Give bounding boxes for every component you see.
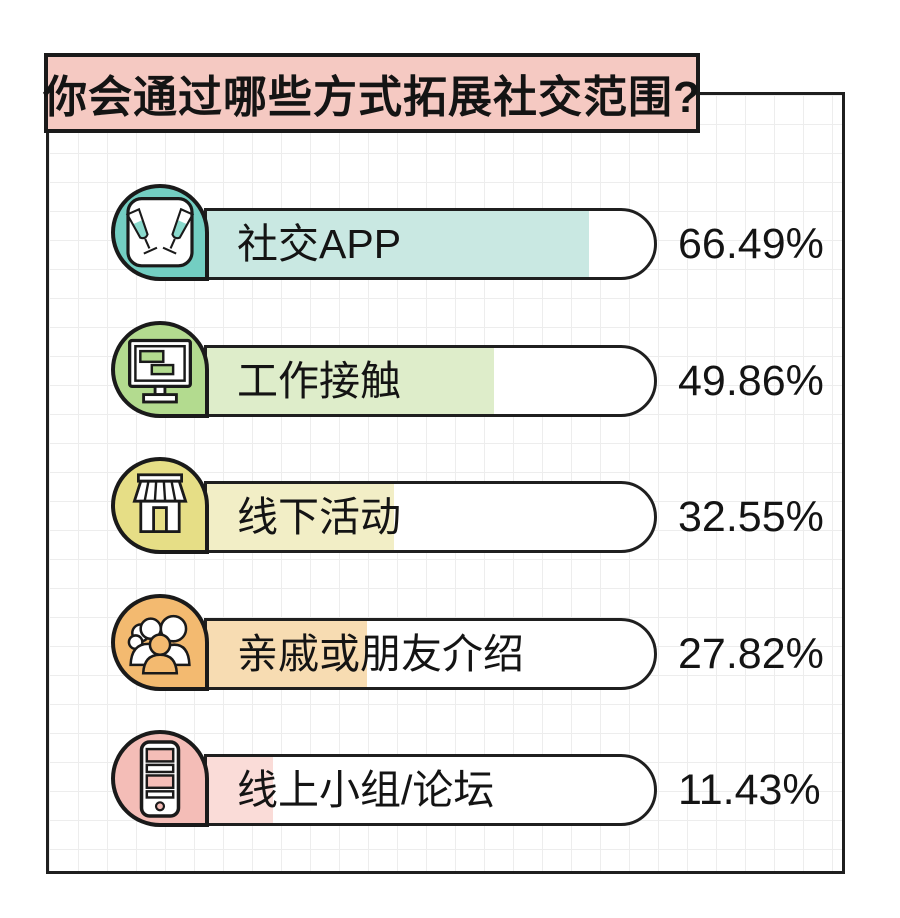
- category-badge: [111, 184, 209, 281]
- bar-fill: [207, 484, 394, 550]
- bar-row: 社交APP 66.49%: [111, 184, 831, 281]
- champagne-glasses-icon: [125, 196, 195, 267]
- bar-value: 11.43%: [678, 766, 821, 814]
- bar-label: 亲戚或朋友介绍: [237, 631, 524, 677]
- bar-value: 27.82%: [678, 630, 824, 678]
- storefront-icon: [132, 472, 188, 533]
- bar-track: 工作接触: [204, 345, 657, 417]
- category-badge: [111, 321, 209, 418]
- bar-row: 工作接触 49.86%: [111, 321, 831, 418]
- bar-track: 线上小组/论坛: [204, 754, 657, 826]
- bar-track: 线下活动: [204, 481, 657, 553]
- bar-value: 66.49%: [678, 220, 824, 268]
- bar-fill: [207, 211, 589, 277]
- category-badge: [111, 730, 209, 827]
- chart-title-box: 你会通过哪些方式拓展社交范围?: [43, 53, 701, 133]
- chart-title: 你会通过哪些方式拓展社交范围?: [43, 73, 701, 122]
- bar-label: 工作接触: [237, 358, 401, 404]
- category-badge: [111, 457, 209, 554]
- people-group-icon: [127, 614, 191, 674]
- bar-fill: [207, 621, 367, 687]
- bar-label: 线下活动: [237, 494, 401, 540]
- bar-row: 线下活动 32.55%: [111, 457, 831, 554]
- bar-label: 线上小组/论坛: [237, 767, 495, 813]
- bar-value: 49.86%: [678, 357, 824, 405]
- bar-row: 线上小组/论坛 11.43%: [111, 730, 831, 827]
- bar-label: 社交APP: [237, 221, 402, 267]
- bar-track: 亲戚或朋友介绍: [204, 618, 657, 690]
- computer-monitor-icon: [128, 338, 192, 403]
- bar-track: 社交APP: [204, 208, 657, 280]
- bar-row: 亲戚或朋友介绍 27.82%: [111, 594, 831, 691]
- category-badge: [111, 594, 209, 691]
- bar-fill: [207, 757, 273, 823]
- smartphone-list-icon: [139, 739, 181, 818]
- bar-value: 32.55%: [678, 493, 824, 541]
- bar-fill: [207, 348, 494, 414]
